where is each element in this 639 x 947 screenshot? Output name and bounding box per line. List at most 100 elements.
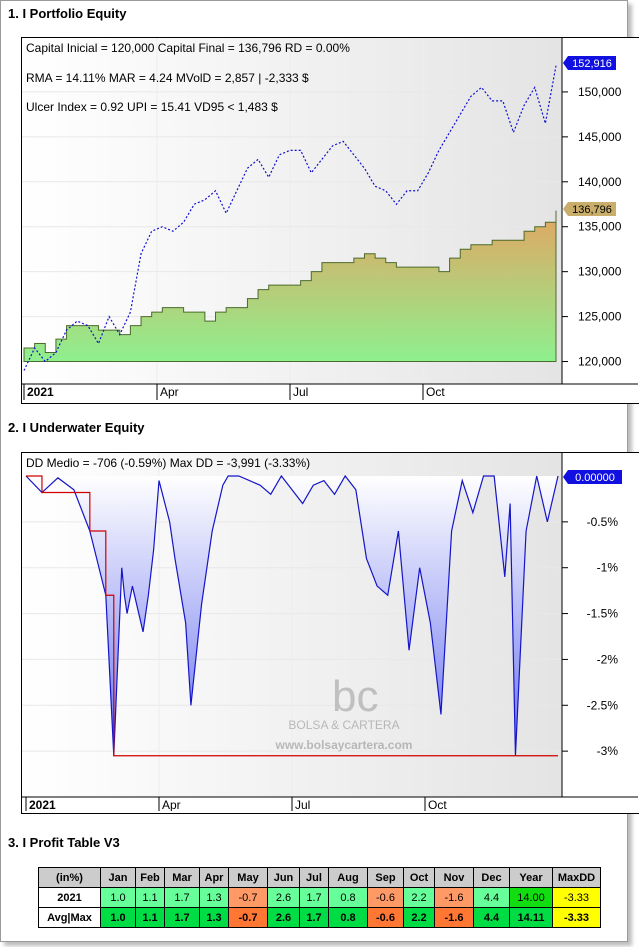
underwater-x-tick-label: Jul xyxy=(295,798,310,811)
profit-table-cell: 1.3 xyxy=(199,907,229,928)
equity-y-tick-label: 140,000 xyxy=(578,175,622,189)
profit-table-cell: -0.7 xyxy=(228,907,268,928)
profit-section-title: 3. I Profit Table V3 xyxy=(8,835,120,850)
equity-x-ticks: 2021 Apr Jul Oct xyxy=(23,384,445,400)
profit-table-row: Avg|Max 1.0 1.1 1.7 1.3 -0.7 2.6 1.7 0.8 -0.6 2.2-… xyxy=(38,907,601,928)
watermark-logo: bc BOLSA & CARTERA www.bolsaycartera.com xyxy=(275,672,413,752)
underwater-y-tick-label: -3% xyxy=(597,744,619,758)
profit-table-header-row: (in%) Jan Feb Mar Apr May Jun Jul Aug Sep Oct Nov De… xyxy=(38,867,601,888)
equity-y-tick-label: 150,000 xyxy=(578,85,622,99)
equity-final-badge: 136,796 xyxy=(563,202,616,216)
underwater-x-tick-label: 2021 xyxy=(29,798,56,811)
equity-final-badge-label: 136,796 xyxy=(572,204,612,216)
profit-table-cell: -1.6 xyxy=(434,907,474,928)
profit-table-cell: 2.6 xyxy=(267,887,300,908)
profit-table-cell: -3.33 xyxy=(552,887,601,908)
profit-table-cell: -1.6 xyxy=(434,887,474,908)
equity-info-line-3: Ulcer Index = 0.92 UPI = 15.41 VD95 < 1,… xyxy=(26,100,278,114)
underwater-y-ticks: -0.5% -1% -1.5% -2% -2.5% -3% xyxy=(562,515,618,758)
underwater-area-series xyxy=(26,476,558,756)
profit-table-header-cell: (in%) xyxy=(38,867,101,888)
underwater-y-tick-label: -2.5% xyxy=(587,698,619,712)
profit-table-header-cell: Jun xyxy=(267,867,300,888)
profit-table-cell: -0.6 xyxy=(367,907,404,928)
profit-table-header-cell: Aug xyxy=(328,867,368,888)
profit-table-header-cell: Mar xyxy=(164,867,200,888)
profit-table-cell: 1.1 xyxy=(135,907,165,928)
equity-blue-badge-label: 152,916 xyxy=(572,58,612,70)
profit-table-header-cell: Sep xyxy=(367,867,404,888)
equity-dotted-series xyxy=(23,65,557,371)
profit-table-cell: 2.6 xyxy=(267,907,300,928)
underwater-chart: bc BOLSA & CARTERA www.bolsaycartera.com… xyxy=(22,453,638,812)
underwater-section-title: 2. I Underwater Equity xyxy=(8,420,145,435)
watermark-name: BOLSA & CARTERA xyxy=(288,718,399,732)
profit-table-cell: 1.0 xyxy=(100,907,136,928)
profit-table-cell: 1.3 xyxy=(199,887,229,908)
profit-table-cell: 14.00 xyxy=(509,887,553,908)
equity-y-tick-label: 125,000 xyxy=(578,310,622,324)
profit-table-header-cell: Jan xyxy=(100,867,136,888)
underwater-y-tick-label: -1% xyxy=(597,561,619,575)
profit-table-header-cell: Dec xyxy=(473,867,510,888)
profit-table-cell: 2.2 xyxy=(403,907,435,928)
underwater-info: DD Medio = -706 (-0.59%) Max DD = -3,991… xyxy=(26,456,310,470)
underwater-x-tick-label: Oct xyxy=(428,798,447,811)
profit-table-cell: -0.7 xyxy=(228,887,268,908)
profit-table-cell: 1.7 xyxy=(164,907,200,928)
profit-table-header-cell: Nov xyxy=(434,867,474,888)
underwater-chart-panel: bc BOLSA & CARTERA www.bolsaycartera.com… xyxy=(21,452,639,814)
profit-table-cell: 1.1 xyxy=(135,887,165,908)
profit-table-cell: 0.8 xyxy=(328,887,368,908)
equity-chart-panel: 120,000 125,000 130,000 135,000 140,000 145,0… xyxy=(21,37,639,404)
profit-table-row-label: 2021 xyxy=(38,887,101,908)
equity-area-series xyxy=(23,210,557,363)
underwater-x-tick-label: Apr xyxy=(162,798,181,811)
underwater-x-ticks: 2021 Apr Jul Oct xyxy=(25,797,447,812)
equity-y-ticks: 120,000 125,000 130,000 135,000 140,000 145,0… xyxy=(562,85,622,369)
equity-x-tick-label: Oct xyxy=(426,385,445,399)
profit-table-header-cell: MaxDD xyxy=(552,867,601,888)
equity-y-tick-label: 120,000 xyxy=(578,355,622,369)
profit-table-header-cell: Feb xyxy=(135,867,165,888)
profit-table-cell: 0.8 xyxy=(328,907,368,928)
watermark-logo-mark: bc xyxy=(332,672,378,721)
profit-table-cell: -0.6 xyxy=(367,887,404,908)
profit-table-cell: 1.7 xyxy=(299,887,329,908)
profit-table-header-cell: May xyxy=(228,867,268,888)
profit-table-header-cell: Jul xyxy=(299,867,329,888)
equity-y-tick-label: 145,000 xyxy=(578,130,622,144)
equity-blue-badge: 152,916 xyxy=(563,56,616,70)
profit-table-cell: 2.2 xyxy=(403,887,435,908)
profit-table-header-cell: Apr xyxy=(199,867,229,888)
underwater-badge: 0.00000 xyxy=(563,470,622,484)
profit-table-cell: 1.0 xyxy=(100,887,136,908)
profit-table-row: 2021 1.0 1.1 1.7 1.3 -0.7 2.6 1.7 0.8 -0.6 2.2 -1.6… xyxy=(38,887,601,908)
underwater-y-tick-label: -2% xyxy=(597,652,619,666)
equity-section-title: 1. I Portfolio Equity xyxy=(8,6,127,21)
profit-table-cell: 1.7 xyxy=(299,907,329,928)
equity-info-line-1: Capital Inicial = 120,000 Capital Final … xyxy=(26,41,350,55)
max-drawdown-line xyxy=(26,475,558,757)
underwater-y-tick-label: -0.5% xyxy=(587,515,619,529)
profit-table: (in%) Jan Feb Mar Apr May Jun Jul Aug Sep Oct Nov De… xyxy=(38,867,601,928)
equity-y-tick-label: 130,000 xyxy=(578,265,622,279)
underwater-y-tick-label: -1.5% xyxy=(587,607,619,621)
profit-table-cell: 4.4 xyxy=(473,907,510,928)
profit-table-cell: 1.7 xyxy=(164,887,200,908)
equity-chart: 120,000 125,000 130,000 135,000 140,000 145,0… xyxy=(22,38,638,400)
equity-x-tick-label: Jul xyxy=(293,385,308,399)
profit-table-cell: -3.33 xyxy=(552,907,601,928)
equity-x-tick-label: 2021 xyxy=(27,385,54,399)
profit-table-header-cell: Year xyxy=(509,867,553,888)
profit-table-cell: 14.11 xyxy=(509,907,553,928)
equity-x-tick-label: Apr xyxy=(160,385,179,399)
underwater-badge-label: 0.00000 xyxy=(575,472,615,484)
profit-table-cell: 4.4 xyxy=(473,887,510,908)
equity-y-tick-label: 135,000 xyxy=(578,220,622,234)
profit-table-row-label: Avg|Max xyxy=(38,907,101,928)
underwater-line-series xyxy=(25,474,559,756)
profit-table-header-cell: Oct xyxy=(403,867,435,888)
equity-info-line-2: RMA = 14.11% MAR = 4.24 MVolD = 2,857 | … xyxy=(26,71,309,85)
watermark-url: www.bolsaycartera.com xyxy=(275,738,413,752)
